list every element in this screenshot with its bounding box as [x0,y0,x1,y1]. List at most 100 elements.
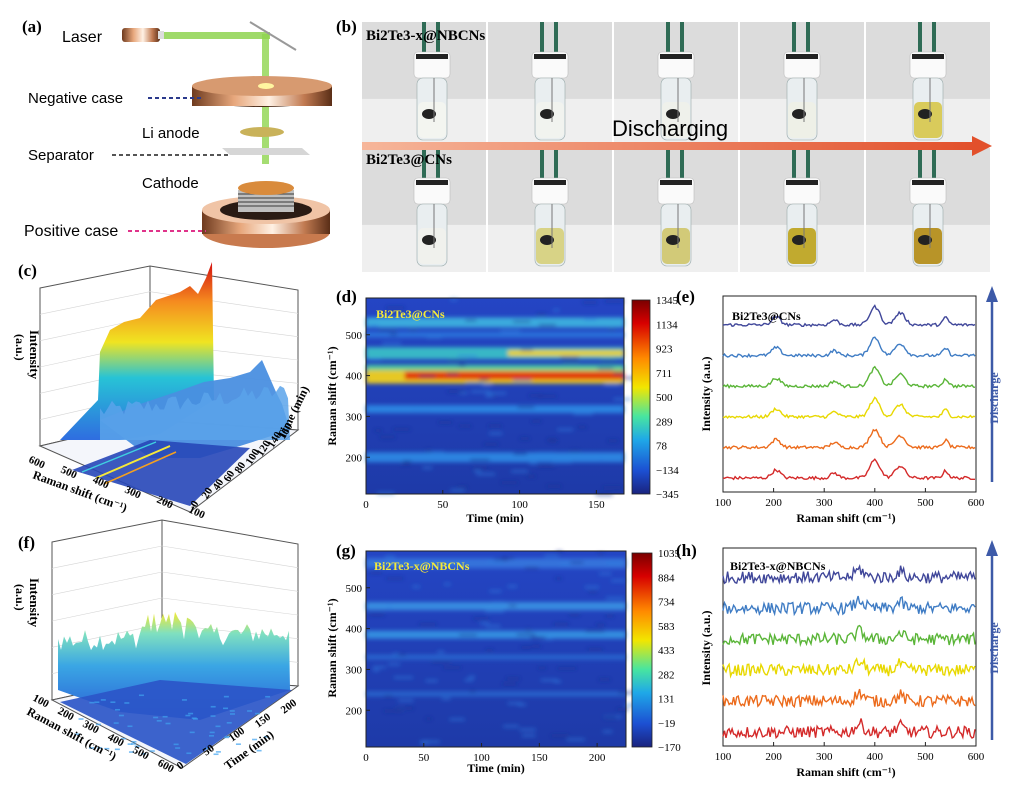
g-heatmap-speck [508,604,517,607]
f-floor-speck [110,701,116,703]
h-spectrum-line [722,595,976,617]
g-heatmap-speck [525,629,532,632]
g-heatmap-speck [449,718,465,721]
d-heatmap-speck [552,309,560,312]
d-heatmap-speck [530,420,542,423]
d-heatmap-speck [483,443,499,446]
d-heatmap-speck [613,372,623,375]
d-heatmap-speck [402,460,412,463]
f-floor-speck [138,694,144,697]
d-heatmap-band [366,317,624,328]
g-colorbar-tick: −170 [658,742,681,754]
vial-photo [488,22,612,146]
g-xtick: 200 [589,752,606,764]
g-heatmap-speck [425,717,432,720]
h-spectrum-line [722,624,976,648]
d-heatmap-speck [458,425,472,428]
d-ytick: 400 [346,371,363,383]
d-heatmap-speck [583,318,597,321]
g-heatmap-band [366,558,626,569]
mirror [249,21,297,51]
d-heatmap-speck [513,320,531,323]
g-heatmap-speck [585,630,605,633]
vial-photo [866,148,990,272]
e-xtick: 600 [968,497,985,509]
g-heatmap-speck [560,563,571,566]
g-heatmap-speck [516,633,536,636]
d-sample-label: Bi2Te3@CNs [376,307,445,321]
label-li-anode: Li anode [142,125,200,142]
f-floor-speck [114,748,120,751]
d-heatmap-speck [520,348,533,351]
panel-g-label: (g) [336,541,356,560]
d-heatmap-speck [385,306,405,309]
g-heatmap-band [366,630,626,639]
g-heatmap-speck [566,738,585,741]
f-floor-speck [134,745,140,748]
g-heatmap-speck [372,666,386,669]
g-heatmap-speck [530,636,546,639]
panel-h-label: (h) [676,541,697,560]
d-heatmap-speck [488,424,502,427]
h-xtick: 200 [765,751,782,763]
vial-photo [362,22,486,146]
g-heatmap-speck [369,571,383,574]
g-heatmap-speck [540,679,558,682]
g-heatmap-speck [557,667,577,670]
d-colorbar-tick: −134 [656,465,679,477]
g-heatmap-speck [588,590,598,593]
g-colorbar-tick: 884 [658,572,675,584]
g-heatmap-speck [605,614,615,617]
d-heatmap-speck [604,300,625,303]
d-heatmap-speck [512,379,532,382]
g-heatmap-speck [503,725,519,728]
c-floor-map [72,440,250,506]
g-ytick: 200 [346,705,363,717]
row2-sample-label: Bi2Te3@CNs [366,152,452,168]
d-heatmap-speck [422,466,433,469]
f-floor-speck [100,699,106,701]
d-colorbar-tick: 1345 [656,295,679,307]
f-floor-speck [118,714,124,717]
g-heatmap-speck [598,678,611,681]
g-heatmap-speck [398,699,414,702]
d-heatmap-core [507,350,624,357]
g-heatmap-speck [570,561,584,564]
d-heatmap-speck [608,328,615,331]
d-heatmap-speck [607,439,619,442]
g-heatmap-speck [425,679,438,682]
g-heatmap-speck [519,728,536,731]
label-cathode: Cathode [142,175,199,192]
g-colorbar-tick: 282 [658,669,675,681]
g-colorbar-tick: 1035 [658,548,681,560]
panel-a-label: (a) [22,17,42,36]
d-heatmap-speck [458,364,466,367]
d-heatmap-speck [382,342,402,345]
f-floor-speck [165,722,171,725]
d-heatmap-speck [400,462,411,465]
d-colorbar-tick: 923 [656,344,673,356]
g-heatmap-speck [602,730,613,733]
g-colorbar-tick: 131 [658,694,675,706]
c-zlabel: Intensity [27,330,42,380]
d-heatmap-speck [470,458,490,461]
g-heatmap-speck [584,586,599,589]
f-floor-speck [89,701,95,704]
f-floor-speck [127,743,133,745]
f-floor-speck [210,705,216,708]
d-heatmap-speck [538,395,557,398]
h-xtick: 300 [816,751,833,763]
f-floor-speck [189,731,195,734]
d-xlabel: Time (min) [466,511,523,525]
g-heatmap-speck [524,567,539,570]
discharging-label: Discharging [612,116,728,141]
g-heatmap-speck [392,653,400,656]
e-spectrum-line [722,336,976,359]
g-heatmap-speck [606,597,625,600]
f-floor-speck [156,720,162,722]
f-floor-speck [127,725,133,728]
li-anode-disk [240,127,284,137]
panel-f: (f) Intensity (a.u.) 100200300400500600 … [13,519,300,776]
g-heatmap-speck [616,708,629,711]
f-floor-speck [113,722,119,724]
